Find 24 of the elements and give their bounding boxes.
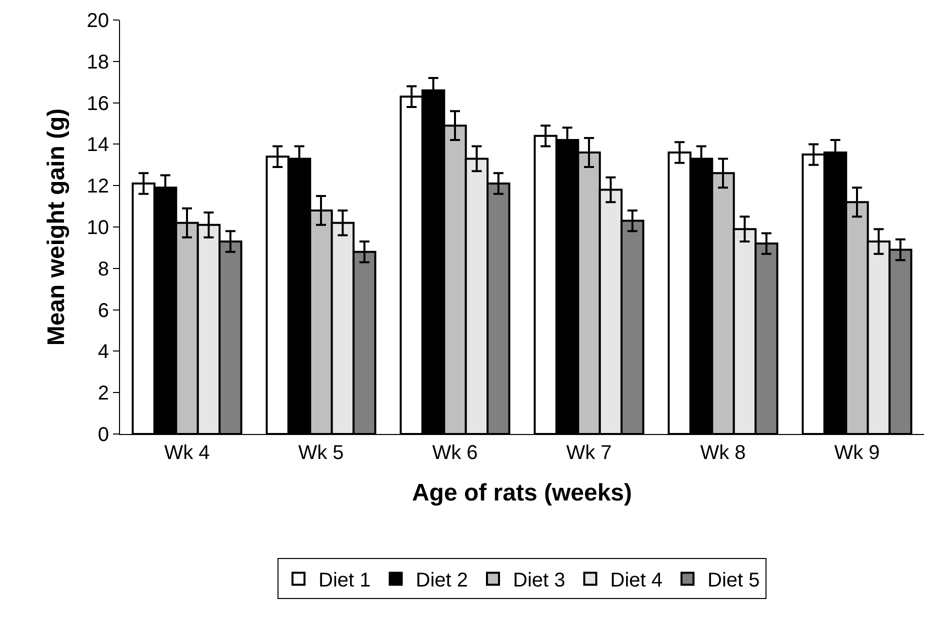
- legend-label: Diet 5: [708, 570, 760, 592]
- y-tick-label: 6: [98, 300, 109, 322]
- y-tick-label: 2: [98, 382, 109, 405]
- y-tick-label: 18: [86, 51, 109, 74]
- y-tick-label: 14: [86, 134, 109, 156]
- x-tick-label: Wk 4: [164, 442, 210, 464]
- y-tick-label: 20: [86, 10, 109, 32]
- x-axis-title: Age of rats (weeks): [412, 479, 632, 506]
- x-tick-label: Wk 5: [298, 442, 344, 464]
- y-tick-label: 12: [86, 176, 109, 198]
- legend-label: Diet 2: [416, 570, 468, 592]
- x-tick-label: Wk 8: [700, 442, 746, 464]
- legend-label: Diet 1: [318, 570, 371, 592]
- y-tick-label: 8: [98, 258, 109, 280]
- y-axis-title: Mean weight gain (g): [42, 108, 70, 346]
- x-tick-label: Wk 7: [566, 442, 612, 464]
- y-tick-label: 4: [98, 341, 109, 364]
- x-tick-label: Wk 9: [834, 442, 880, 464]
- y-tick-label: 10: [86, 217, 109, 239]
- legend-label: Diet 3: [513, 570, 566, 592]
- x-tick-label: Wk 6: [432, 442, 478, 464]
- legend-label: Diet 4: [610, 570, 662, 592]
- y-tick-label: 16: [86, 92, 109, 115]
- y-tick-label: 0: [98, 424, 109, 446]
